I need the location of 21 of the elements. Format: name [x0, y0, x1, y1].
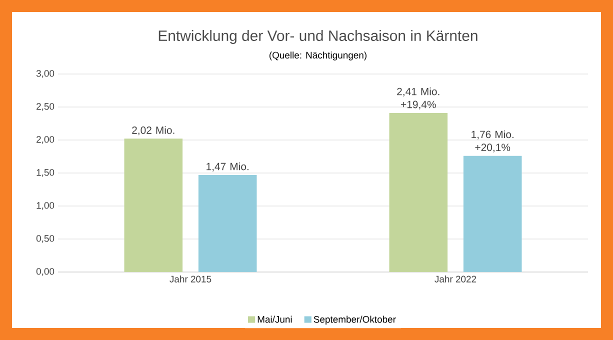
- bar: [463, 156, 522, 272]
- x-tick-label: Jahr 2015: [170, 276, 212, 282]
- y-tick-label: 0,00: [36, 268, 54, 276]
- bar: [124, 138, 183, 272]
- chart-subtitle: (Quelle: Nächtigungen): [269, 52, 366, 60]
- data-label: 2,02 Mio.: [132, 126, 174, 136]
- chart-title: Entwicklung der Vor- und Nachsaison in Kärnten: [158, 30, 478, 44]
- y-tick-label: 1,00: [36, 202, 54, 210]
- y-tick-label: 3,00: [36, 70, 54, 78]
- x-tick-label: Jahr 2022: [434, 276, 476, 282]
- data-label: 1,76 Mio. +20,1%: [472, 130, 514, 152]
- y-tick-label: 2,50: [36, 103, 54, 111]
- data-label: 1,47 Mio.: [206, 162, 248, 172]
- legend-label: September/Oktober: [314, 316, 396, 325]
- y-tick-label: 0,50: [36, 235, 54, 243]
- data-label: 2,41 Mio. +19,4%: [397, 88, 440, 110]
- y-tick-label: 2,00: [36, 136, 54, 144]
- bar: [389, 112, 448, 272]
- legend-label: Mai/Juni: [258, 316, 292, 323]
- bar: [198, 174, 257, 272]
- y-tick-label: 1,50: [36, 169, 54, 177]
